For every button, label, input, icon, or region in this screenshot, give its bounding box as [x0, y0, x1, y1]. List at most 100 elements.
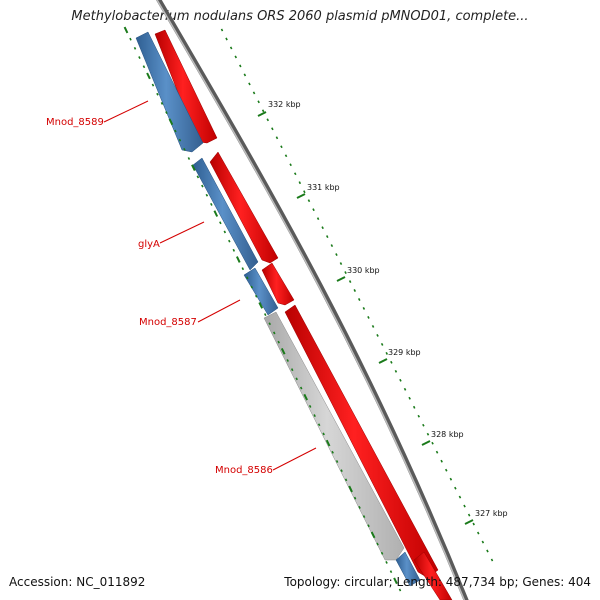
- tick-label: 330 kbp: [347, 266, 380, 275]
- ruler-dot: [467, 513, 471, 517]
- gene-label-leader: [103, 100, 149, 123]
- ruler-dot: [454, 486, 457, 490]
- reverse-feature-arrow[interactable]: [192, 157, 259, 271]
- ruler-dot: [370, 531, 376, 539]
- ruler-dot: [440, 459, 443, 463]
- ruler-dot: [408, 396, 411, 400]
- ruler-dot: [403, 387, 407, 391]
- ruler-dot: [458, 495, 462, 499]
- ruler-dot: [290, 368, 294, 372]
- major-ticks: [257, 111, 474, 525]
- ruler-dot: [335, 460, 339, 463]
- ruler-dot: [257, 100, 260, 104]
- ruler-dot: [417, 414, 421, 418]
- gene-label[interactable]: Mnod_8589: [46, 117, 104, 128]
- ruler-dot: [225, 37, 228, 41]
- ruler-dot: [426, 432, 430, 436]
- ruler-dot: [298, 181, 302, 185]
- ruler-dot: [239, 64, 242, 68]
- gene-label[interactable]: Mnod_8586: [215, 465, 273, 476]
- reverse-strand-track: [135, 31, 421, 587]
- ruler-dot: [129, 37, 132, 41]
- gene-label[interactable]: Mnod_8587: [139, 317, 197, 328]
- ruler-dot: [299, 386, 303, 390]
- ruler-dot: [160, 102, 164, 105]
- ruler-dot: [235, 256, 241, 263]
- ruler-dot: [307, 199, 311, 203]
- backbone-ring: [156, 0, 469, 600]
- ruler-dot: [390, 360, 393, 364]
- ruler-dot: [133, 46, 137, 50]
- ruler-dot: [220, 28, 224, 32]
- ruler-dot: [174, 129, 177, 133]
- ruler-dot: [344, 478, 348, 482]
- ruler-dot: [398, 588, 402, 592]
- ruler-dot: [183, 147, 186, 151]
- ruler-dot: [268, 322, 272, 326]
- reverse-feature-arrow[interactable]: [135, 31, 204, 153]
- ruler-dot: [261, 109, 265, 113]
- ruler-dot: [435, 450, 439, 454]
- ruler-dot: [254, 294, 258, 298]
- sequence-summary: Topology: circular; Length: 487,734 bp; …: [284, 575, 591, 589]
- ruler-dot: [331, 450, 334, 454]
- ruler-dot: [385, 561, 388, 564]
- ruler-dot: [234, 55, 238, 59]
- ruler-dot: [252, 91, 256, 95]
- ruler-dot: [243, 73, 247, 77]
- ruler-dot: [385, 351, 389, 355]
- ruler-dot: [399, 378, 402, 382]
- ruler-dot: [229, 46, 233, 50]
- accession-text: Accession: NC_011892: [9, 575, 146, 589]
- ruler-dot: [481, 540, 485, 544]
- ruler-dot: [321, 226, 324, 230]
- ruler-dot: [196, 175, 200, 179]
- tick-label: 332 kbp: [268, 100, 301, 109]
- ruler-dot: [284, 154, 288, 158]
- other-feature-arrow[interactable]: [263, 311, 405, 561]
- ruler-dot: [266, 118, 270, 122]
- ruler-dot: [151, 83, 155, 87]
- ruler-dot: [178, 138, 182, 142]
- ruler-dot: [393, 577, 398, 585]
- ruler-dot: [277, 340, 280, 344]
- ruler-dot: [280, 145, 283, 149]
- ruler-dot: [367, 524, 370, 528]
- tick-label: 329 kbp: [388, 348, 421, 357]
- ruler-dot: [472, 522, 475, 526]
- ruler-dot: [431, 441, 434, 445]
- forward-feature-arrow[interactable]: [284, 304, 439, 579]
- reverse-feature-arrow[interactable]: [395, 551, 421, 587]
- ruler-dot: [289, 163, 292, 167]
- forward-feature-arrow[interactable]: [209, 151, 279, 264]
- ruler-dot: [371, 325, 375, 328]
- ruler-dot: [367, 316, 370, 319]
- ruler-dot: [322, 432, 325, 436]
- gene-labels: Mnod_8589 glyA Mnod_8587 Mnod_8586: [46, 100, 317, 476]
- ruler-dot: [146, 72, 151, 80]
- ruler-dot: [210, 202, 213, 206]
- gene-label[interactable]: glyA: [138, 239, 160, 250]
- ruler-dot: [272, 331, 276, 335]
- ruler-dot: [228, 239, 231, 243]
- gene-label-leader: [197, 299, 241, 323]
- reverse-feature-arrow[interactable]: [243, 267, 279, 316]
- gene-label-leader: [159, 221, 205, 244]
- ruler-dot: [138, 56, 141, 59]
- ruler-dot: [219, 221, 222, 225]
- ruler-dot: [353, 289, 357, 292]
- ruler-dot: [286, 359, 289, 362]
- ruler-dot: [293, 172, 297, 176]
- ruler-dot: [213, 210, 219, 217]
- major-tick: [296, 193, 306, 199]
- ruler-dot: [223, 230, 227, 234]
- ruler-dot: [376, 334, 379, 337]
- ruler-dot: [191, 164, 196, 172]
- ruler-dot: [389, 570, 393, 574]
- forward-feature-arrow[interactable]: [261, 262, 295, 306]
- ruler-dot: [476, 531, 480, 535]
- ruler-dot: [330, 244, 334, 248]
- ruler-dot: [358, 505, 361, 509]
- forward-feature-arrow[interactable]: [413, 551, 453, 600]
